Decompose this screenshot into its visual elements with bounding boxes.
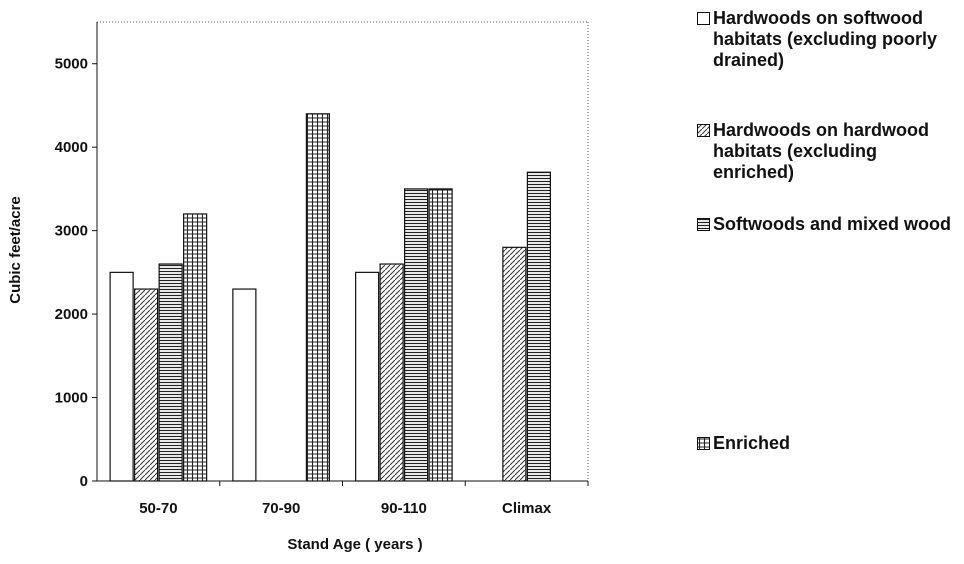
bar (355, 271, 380, 482)
legend-item: Enriched (697, 433, 959, 454)
legend-label: Hardwoods on hardwood habitats (excludin… (713, 120, 929, 182)
legend-swatch (697, 124, 710, 137)
y-tick-label: 3000 (55, 223, 88, 240)
legend-swatch-box (697, 12, 710, 25)
x-tick-label: 50-70 (139, 500, 177, 517)
legend-label: Enriched (713, 433, 791, 453)
y-tick-label: 2000 (55, 306, 88, 323)
bar (428, 188, 453, 482)
y-tick-label: 1000 (55, 390, 88, 407)
chart: Stand Age ( years ) Cubic feet/acre 0 100… (7, 21, 589, 553)
bar (404, 188, 429, 482)
bar (305, 113, 330, 482)
bar (183, 213, 208, 482)
bar (526, 171, 551, 482)
legend-item: Hardwoods on hardwood habitats (excludin… (697, 120, 959, 183)
x-tick-label: 70-90 (262, 500, 300, 517)
bar (158, 263, 183, 482)
legend-item: Hardwoods on softwood habitats (excludin… (697, 8, 959, 71)
y-tick-label: 0 (80, 473, 88, 490)
legend-swatch-box (697, 124, 710, 137)
legend-swatch-box (697, 218, 710, 231)
y-tick-label: 5000 (55, 56, 88, 73)
legend-label: Softwoods and mixed wood (713, 214, 951, 234)
legend-swatch-box (697, 437, 710, 450)
legend-item: Softwoods and mixed wood (697, 214, 959, 235)
bar (502, 246, 527, 482)
y-tick-label: 4000 (55, 139, 88, 156)
legend-swatch (697, 12, 710, 25)
x-tick-label: Climax (502, 500, 552, 517)
legend-swatch (697, 437, 710, 450)
x-axis-title: Stand Age ( years ) (287, 536, 422, 553)
legend-label: Hardwoods on softwood habitats (excludin… (713, 8, 938, 70)
x-tick-label: 90-110 (381, 500, 427, 517)
bar (232, 288, 257, 482)
bar (109, 271, 134, 482)
legend-swatch (697, 218, 710, 231)
bar (134, 288, 159, 482)
bar (379, 263, 404, 482)
y-axis-title: Cubic feet/acre (7, 196, 24, 304)
